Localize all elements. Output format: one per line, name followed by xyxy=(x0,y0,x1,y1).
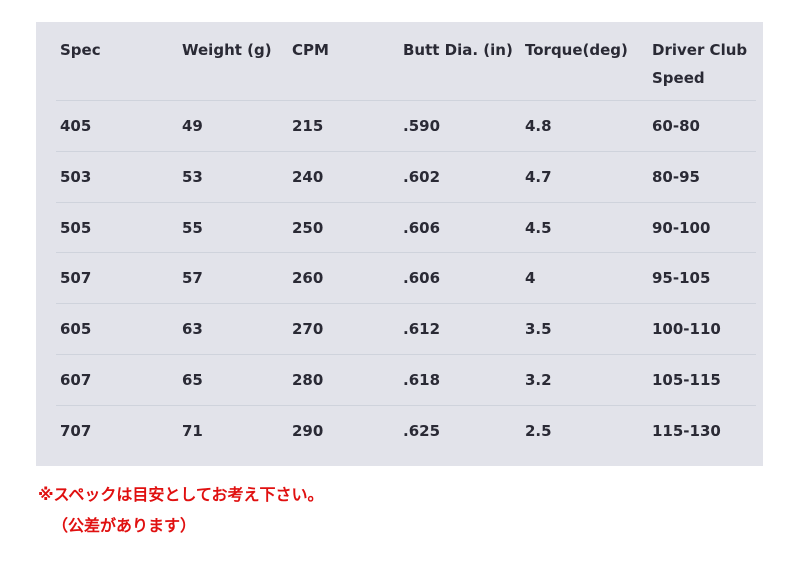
table-cell: .590 xyxy=(403,117,441,135)
column-header: Torque(deg) xyxy=(525,41,628,59)
table-cell: .618 xyxy=(403,371,441,389)
table-cell: 4.8 xyxy=(525,117,552,135)
table-cell: 57 xyxy=(182,269,203,288)
table-cell: 605 xyxy=(60,320,92,339)
table-row: 507 57 260 .606 4 95-105 xyxy=(56,252,756,304)
spec-table: Spec Weight (g) CPM Butt Dia. (in) Torque(de… xyxy=(36,22,763,466)
column-header: Weight (g) xyxy=(182,41,272,59)
table-cell: 260 xyxy=(292,269,324,288)
table-cell: .625 xyxy=(403,421,441,440)
column-header: Butt Dia. (in) xyxy=(403,41,513,59)
table-cell: .606 xyxy=(403,269,441,288)
table-cell: 4 xyxy=(525,269,536,288)
table-cell: 80-95 xyxy=(652,167,700,186)
table-cell: 100-110 xyxy=(652,320,721,339)
table-cell: 270 xyxy=(292,320,324,339)
table-cell: .606 xyxy=(403,218,441,237)
table-cell: 53 xyxy=(182,167,203,186)
table-cell: 280 xyxy=(292,371,324,389)
table-cell: 115-130 xyxy=(652,421,721,440)
column-header: CPM xyxy=(292,41,329,59)
table-cell: 505 xyxy=(60,218,92,237)
table-cell: 4.5 xyxy=(525,218,552,237)
table-cell: 63 xyxy=(182,320,203,339)
table-row: 605 63 270 .612 3.5 100-110 xyxy=(56,303,756,355)
table-row: 503 53 240 .602 4.7 80-95 xyxy=(56,150,756,203)
table-cell: 60-80 xyxy=(652,117,700,135)
table-row: 405 49 215 .590 4.8 60-80 xyxy=(56,100,756,152)
table-cell: 71 xyxy=(182,421,203,440)
column-header: Driver Club Speed xyxy=(652,41,748,87)
table-cell: 503 xyxy=(60,167,92,186)
table-cell: 65 xyxy=(182,371,203,389)
table-cell: 240 xyxy=(292,167,324,186)
table-row: 707 71 290 .625 2.5 115-130 xyxy=(56,404,756,457)
table-cell: 290 xyxy=(292,421,324,440)
table-row: 505 55 250 .606 4.5 90-100 xyxy=(56,201,756,254)
table-cell: 105-115 xyxy=(652,371,721,389)
table-cell: 3.5 xyxy=(525,320,552,339)
table-header: Spec Weight (g) CPM Butt Dia. (in) Torque(de… xyxy=(36,22,763,87)
table-cell: 707 xyxy=(60,421,92,440)
table-cell: 215 xyxy=(292,117,324,135)
table-cell: .602 xyxy=(403,167,441,186)
table-cell: 4.7 xyxy=(525,167,552,186)
table-cell: 3.2 xyxy=(525,371,552,389)
table-cell: 507 xyxy=(60,269,92,288)
table-cell: 90-100 xyxy=(652,218,711,237)
table-cell: 405 xyxy=(60,117,92,135)
table-row: 607 65 280 .618 3.2 105-115 xyxy=(56,354,756,406)
table-cell: 55 xyxy=(182,218,203,237)
note-line-1: ※スペックは目安としてお考え下さい。 xyxy=(38,485,324,504)
table-cell: 2.5 xyxy=(525,421,552,440)
table-cell: .612 xyxy=(403,320,441,339)
table-cell: 95-105 xyxy=(652,269,711,288)
table-cell: 250 xyxy=(292,218,324,237)
column-header: Spec xyxy=(60,41,101,59)
table-cell: 607 xyxy=(60,371,92,389)
table-cell: 49 xyxy=(182,117,203,135)
note-line-2: （公差があります） xyxy=(52,516,197,535)
